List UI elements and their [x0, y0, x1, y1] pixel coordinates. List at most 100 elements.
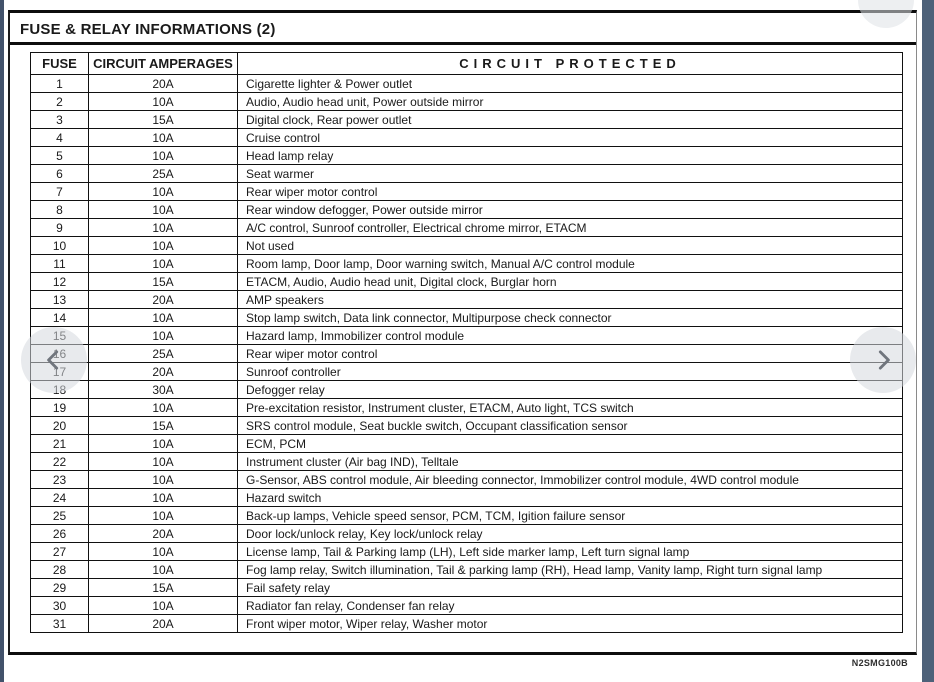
cell-circuit-protected: Rear wiper motor control	[237, 182, 903, 201]
cell-fuse: 11	[30, 254, 89, 273]
cell-amperage: 10A	[88, 92, 238, 111]
viewer-right-edge-bar	[922, 0, 934, 682]
table-row: 1 20A Cigarette lighter & Power outlet	[30, 74, 903, 93]
cell-amperage: 10A	[88, 596, 238, 615]
cell-amperage: 10A	[88, 200, 238, 219]
table-row: 12 15A ETACM, Audio, Audio head unit, Digi…	[30, 272, 903, 291]
table-row: 21 10A ECM, PCM	[30, 434, 903, 453]
cell-amperage: 10A	[88, 182, 238, 201]
cell-amperage: 15A	[88, 578, 238, 597]
table-row: 14 10A Stop lamp switch, Data link connect…	[30, 308, 903, 327]
cell-fuse: 27	[30, 542, 89, 561]
table-row: 8 10A Rear window defogger, Power outside …	[30, 200, 903, 219]
cell-fuse: 26	[30, 524, 89, 543]
cell-fuse: 31	[30, 614, 89, 633]
cell-circuit-protected: Digital clock, Rear power outlet	[237, 110, 903, 129]
cell-fuse: 23	[30, 470, 89, 489]
cell-amperage: 10A	[88, 326, 238, 345]
cell-circuit-protected: Room lamp, Door lamp, Door warning switc…	[237, 254, 903, 273]
cell-amperage: 25A	[88, 344, 238, 363]
cell-circuit-protected: License lamp, Tail & Parking lamp (LH), …	[237, 542, 903, 561]
cell-fuse: 20	[30, 416, 89, 435]
cell-circuit-protected: A/C control, Sunroof controller, Electri…	[237, 218, 903, 237]
cell-amperage: 20A	[88, 614, 238, 633]
cell-circuit-protected: Hazard switch	[237, 488, 903, 507]
cell-amperage: 25A	[88, 164, 238, 183]
cell-amperage: 10A	[88, 560, 238, 579]
table-row: 22 10A Instrument cluster (Air bag IND), T…	[30, 452, 903, 471]
cell-fuse: 1	[30, 74, 89, 93]
cell-fuse: 5	[30, 146, 89, 165]
table-row: 23 10A G-Sensor, ABS control module, Air b…	[30, 470, 903, 489]
cell-amperage: 10A	[88, 218, 238, 237]
table-row: 26 20A Door lock/unlock relay, Key lock/un…	[30, 524, 903, 543]
viewer-left-edge-bar	[0, 0, 4, 682]
table-row: 31 20A Front wiper motor, Wiper relay, Was…	[30, 614, 903, 633]
table-row: 10 10A Not used	[30, 236, 903, 255]
cell-circuit-protected: Fog lamp relay, Switch illumination, Tai…	[237, 560, 903, 579]
cell-amperage: 10A	[88, 236, 238, 255]
cell-amperage: 20A	[88, 362, 238, 381]
cell-amperage: 10A	[88, 542, 238, 561]
table-row: 7 10A Rear wiper motor control	[30, 182, 903, 201]
document-code: N2SMG100B	[851, 658, 908, 668]
cell-circuit-protected: Hazard lamp, Immobilizer control module	[237, 326, 903, 345]
cell-fuse: 10	[30, 236, 89, 255]
chevron-left-icon	[41, 347, 67, 373]
page-title: FUSE & RELAY INFORMATIONS (2)	[10, 13, 916, 45]
cell-circuit-protected: Cruise control	[237, 128, 903, 147]
header-fuse: FUSE	[30, 52, 89, 75]
cell-amperage: 20A	[88, 524, 238, 543]
cell-amperage: 10A	[88, 434, 238, 453]
cell-fuse: 25	[30, 506, 89, 525]
cell-amperage: 15A	[88, 416, 238, 435]
table-row: 29 15A Fail safety relay	[30, 578, 903, 597]
fuse-table-header: FUSE CIRCUIT AMPERAGES CIRCUIT PROTECTED	[30, 52, 903, 75]
next-page-button[interactable]	[850, 327, 916, 393]
cell-fuse: 19	[30, 398, 89, 417]
cell-amperage: 10A	[88, 470, 238, 489]
cell-circuit-protected: Back-up lamps, Vehicle speed sensor, PCM…	[237, 506, 903, 525]
cell-circuit-protected: ECM, PCM	[237, 434, 903, 453]
table-row: 19 10A Pre-excitation resistor, Instrument…	[30, 398, 903, 417]
cell-amperage: 10A	[88, 488, 238, 507]
table-row: 30 10A Radiator fan relay, Condenser fan r…	[30, 596, 903, 615]
cell-amperage: 15A	[88, 272, 238, 291]
cell-amperage: 10A	[88, 128, 238, 147]
cell-circuit-protected: Audio, Audio head unit, Power outside mi…	[237, 92, 903, 111]
table-row: 1830ADefogger relay	[30, 380, 903, 399]
cell-fuse: 7	[30, 182, 89, 201]
cell-circuit-protected: Radiator fan relay, Condenser fan relay	[237, 596, 903, 615]
cell-circuit-protected: Seat warmer	[237, 164, 903, 183]
prev-page-button[interactable]	[21, 327, 87, 393]
cell-fuse: 3	[30, 110, 89, 129]
cell-fuse: 6	[30, 164, 89, 183]
cell-circuit-protected: Front wiper motor, Wiper relay, Washer m…	[237, 614, 903, 633]
cell-amperage: 10A	[88, 452, 238, 471]
cell-circuit-protected: Rear window defogger, Power outside mirr…	[237, 200, 903, 219]
table-row: 13 20A AMP speakers	[30, 290, 903, 309]
cell-circuit-protected: Pre-excitation resistor, Instrument clus…	[237, 398, 903, 417]
cell-fuse: 29	[30, 578, 89, 597]
table-row: 1510AHazard lamp, Immobilizer control mo…	[30, 326, 903, 345]
header-circuit-amperages: CIRCUIT AMPERAGES	[88, 52, 238, 75]
cell-circuit-protected: Instrument cluster (Air bag IND), Tellta…	[237, 452, 903, 471]
cell-amperage: 10A	[88, 398, 238, 417]
cell-fuse: 30	[30, 596, 89, 615]
cell-fuse: 28	[30, 560, 89, 579]
cell-fuse: 13	[30, 290, 89, 309]
table-row: 24 10A Hazard switch	[30, 488, 903, 507]
table-row: 25 10A Back-up lamps, Vehicle speed sensor…	[30, 506, 903, 525]
cell-fuse: 2	[30, 92, 89, 111]
table-row: 5 10A Head lamp relay	[30, 146, 903, 165]
table-row: 27 10A License lamp, Tail & Parking lamp (…	[30, 542, 903, 561]
table-row: 1625ARear wiper motor control	[30, 344, 903, 363]
cell-circuit-protected: Door lock/unlock relay, Key lock/unlock …	[237, 524, 903, 543]
cell-fuse: 21	[30, 434, 89, 453]
cell-fuse: 22	[30, 452, 89, 471]
cell-circuit-protected: SRS control module, Seat buckle switch, …	[237, 416, 903, 435]
cell-fuse: 14	[30, 308, 89, 327]
cell-circuit-protected: Defogger relay	[237, 380, 903, 399]
cell-circuit-protected: ETACM, Audio, Audio head unit, Digital c…	[237, 272, 903, 291]
table-row: 4 10A Cruise control	[30, 128, 903, 147]
